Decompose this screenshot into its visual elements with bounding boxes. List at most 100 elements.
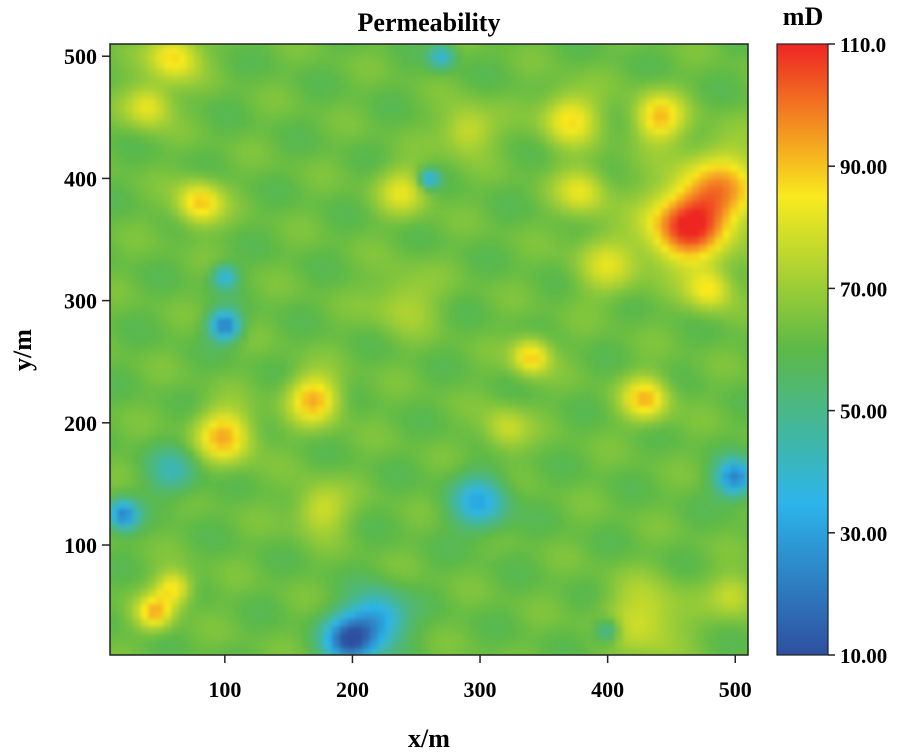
heatmap-cell: [354, 112, 364, 121]
heatmap-cell: [500, 625, 509, 634]
heatmap-cell: [538, 647, 547, 655]
heatmap-cell: [286, 479, 295, 487]
heatmap-cell: [439, 193, 448, 202]
heatmap-cell: [431, 589, 440, 597]
heatmap-cell: [416, 398, 425, 407]
heatmap-cell: [538, 420, 547, 429]
heatmap-cell: [561, 640, 570, 649]
heatmap-cell: [125, 391, 134, 399]
heatmap-cell: [354, 171, 364, 180]
heatmap-cell: [201, 523, 211, 531]
heatmap-cell: [339, 332, 348, 341]
heatmap-cell: [247, 207, 257, 216]
heatmap-cell: [148, 603, 157, 612]
heatmap-cell: [286, 61, 295, 70]
heatmap-cell: [270, 163, 280, 172]
heatmap-cell: [538, 618, 547, 627]
heatmap-cell: [171, 369, 180, 377]
heatmap-cell: [132, 581, 142, 590]
heatmap-cell: [263, 596, 272, 605]
heatmap-cell: [186, 259, 195, 267]
heatmap-cell: [148, 640, 157, 649]
heatmap-cell: [446, 354, 456, 363]
heatmap-cell: [209, 207, 218, 216]
heatmap-cell: [278, 618, 287, 627]
heatmap-cell: [117, 398, 126, 407]
heatmap-cell: [416, 552, 425, 561]
heatmap-cell: [339, 127, 348, 136]
heatmap-cell: [309, 427, 318, 436]
heatmap-cell: [201, 112, 211, 121]
heatmap-cell: [561, 398, 570, 407]
heatmap-cell: [155, 178, 165, 187]
heatmap-cell: [546, 449, 555, 458]
heatmap-cell: [462, 618, 471, 627]
heatmap-cell: [293, 361, 302, 370]
heatmap-cell: [515, 134, 525, 143]
heatmap-cell: [163, 193, 172, 202]
heatmap-cell: [186, 193, 195, 202]
heatmap-cell: [217, 53, 226, 62]
heatmap-cell: [485, 163, 494, 172]
heatmap-cell: [408, 427, 417, 436]
heatmap-cell: [515, 383, 525, 392]
heatmap-cell: [423, 442, 433, 451]
heatmap-cell: [163, 310, 172, 319]
heatmap-cell: [240, 596, 249, 605]
heatmap-cell: [316, 134, 325, 143]
heatmap-cell: [232, 383, 241, 392]
heatmap-cell: [201, 273, 211, 282]
heatmap-cell: [370, 361, 379, 370]
heatmap-cell: [485, 61, 494, 70]
heatmap-cell: [408, 442, 417, 451]
heatmap-cell: [278, 523, 287, 531]
heatmap-cell: [178, 317, 188, 326]
heatmap-cell: [531, 295, 540, 304]
heatmap-cell: [316, 515, 325, 524]
heatmap-cell: [217, 574, 226, 583]
heatmap-cell: [515, 178, 525, 187]
heatmap-cell: [255, 501, 264, 509]
heatmap-cell: [339, 325, 348, 333]
heatmap-cell: [324, 354, 333, 363]
heatmap-cell: [140, 369, 149, 377]
heatmap-cell: [385, 596, 394, 605]
heatmap-cell: [110, 493, 119, 502]
heatmap-cell: [278, 405, 287, 414]
heatmap-cell: [125, 244, 134, 253]
heatmap-cell: [163, 149, 172, 158]
heatmap-cell: [538, 46, 547, 55]
heatmap-cell: [278, 589, 287, 597]
heatmap-cell: [546, 435, 555, 443]
heatmap-cell: [561, 625, 570, 634]
heatmap-cell: [385, 464, 394, 473]
heatmap-cell: [469, 442, 479, 451]
heatmap-cell: [332, 68, 341, 77]
heatmap-cell: [408, 508, 417, 517]
heatmap-cell: [554, 90, 563, 99]
heatmap-cell: [446, 90, 456, 99]
heatmap-cell: [255, 266, 264, 275]
heatmap-cell: [408, 464, 417, 473]
heatmap-cell: [286, 405, 295, 414]
heatmap-cell: [446, 471, 456, 480]
heatmap-cell: [270, 178, 280, 187]
heatmap-cell: [454, 589, 463, 597]
heatmap-cell: [224, 640, 234, 649]
heatmap-cell: [309, 266, 318, 275]
heatmap-cell: [439, 383, 448, 392]
heatmap-cell: [301, 149, 310, 158]
heatmap-cell: [324, 303, 333, 311]
heatmap-cell: [485, 537, 494, 546]
heatmap-cell: [278, 185, 287, 194]
heatmap-cell: [408, 618, 417, 627]
heatmap-cell: [171, 486, 180, 495]
heatmap-cell: [278, 295, 287, 304]
heatmap-cell: [125, 90, 134, 99]
heatmap-cell: [278, 193, 287, 202]
heatmap-cell: [255, 552, 264, 561]
heatmap-cell: [477, 449, 486, 458]
heatmap-cell: [354, 83, 364, 92]
heatmap-cell: [561, 552, 570, 561]
heatmap-cell: [362, 413, 371, 421]
